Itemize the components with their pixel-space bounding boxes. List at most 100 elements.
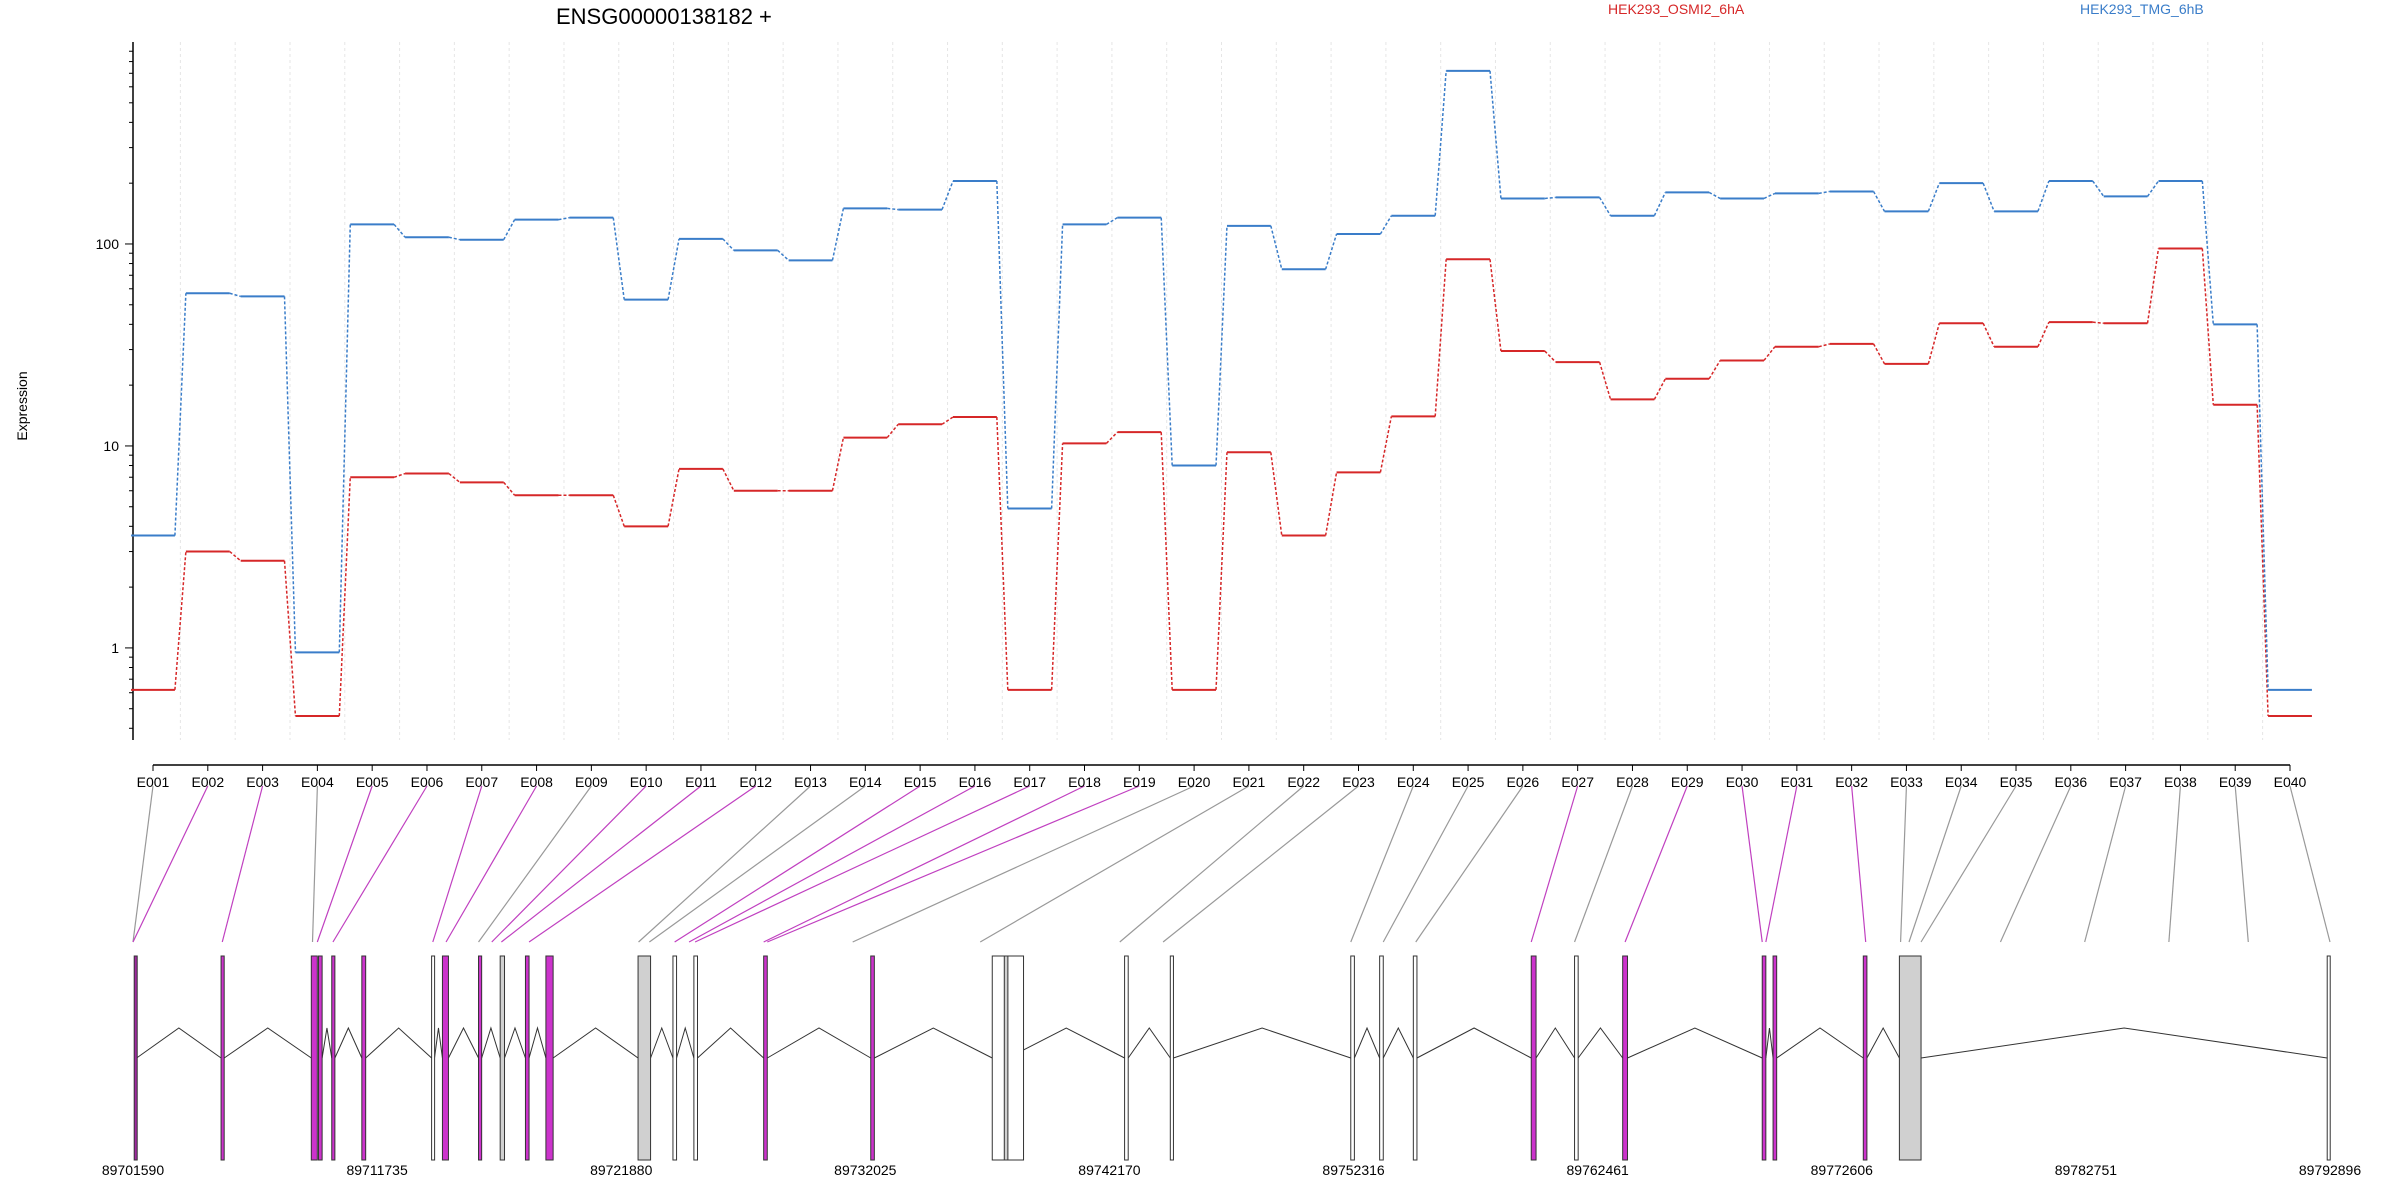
bin-link-line bbox=[316, 785, 373, 943]
bin-link-line bbox=[1119, 785, 1305, 943]
x-tick-label: E023 bbox=[1342, 774, 1375, 790]
exon-box bbox=[310, 955, 318, 1161]
bin-link-line bbox=[1624, 785, 1688, 943]
data-connector bbox=[1927, 323, 1941, 365]
x-tick-label: E025 bbox=[1452, 774, 1485, 790]
exon-box bbox=[361, 955, 367, 1161]
x-tick-label: E010 bbox=[630, 774, 663, 790]
bin-link-line bbox=[311, 785, 318, 943]
data-connector bbox=[996, 417, 1009, 690]
bin-link-line bbox=[445, 785, 538, 943]
intron-line bbox=[528, 1026, 547, 1059]
exon-box bbox=[2326, 955, 2331, 1161]
x-tick-label: E011 bbox=[685, 774, 717, 790]
bin-link-line bbox=[852, 785, 1195, 943]
exon-box bbox=[693, 955, 698, 1161]
x-tick-label: E003 bbox=[246, 774, 279, 790]
data-connector bbox=[448, 472, 461, 483]
x-tick-label: E019 bbox=[1123, 774, 1156, 790]
exon-box bbox=[1124, 955, 1129, 1161]
bin-link-line bbox=[649, 785, 866, 943]
bin-link-line bbox=[767, 785, 1140, 943]
data-connector bbox=[1434, 259, 1447, 417]
data-connector bbox=[1270, 225, 1283, 270]
data-connector bbox=[338, 224, 352, 653]
genomic-tick-label: 89711735 bbox=[346, 1162, 407, 1178]
x-tick-label: E029 bbox=[1671, 774, 1704, 790]
data-connector bbox=[1434, 70, 1447, 216]
bin-link-line bbox=[1162, 785, 1359, 943]
exon-box bbox=[1772, 955, 1778, 1161]
intron-line bbox=[136, 1027, 222, 1059]
data-connector bbox=[1215, 225, 1228, 466]
data-connector bbox=[831, 208, 845, 261]
exon-box bbox=[1574, 955, 1579, 1161]
data-connector bbox=[2092, 321, 2104, 325]
bin-link-line bbox=[674, 785, 921, 943]
exon-box bbox=[1898, 955, 1922, 1161]
data-connector bbox=[1160, 217, 1173, 466]
intron-line bbox=[481, 1026, 501, 1059]
exon-box bbox=[672, 955, 678, 1161]
data-connector bbox=[558, 216, 570, 221]
data-connector bbox=[1105, 431, 1118, 444]
intron-line bbox=[365, 1027, 432, 1059]
bin-link-line bbox=[2234, 785, 2249, 943]
bin-link-line bbox=[1765, 785, 1798, 943]
bin-link-line bbox=[332, 785, 428, 943]
intron-line bbox=[223, 1027, 312, 1059]
genomic-tick-label: 89742170 bbox=[1078, 1162, 1141, 1178]
data-connector bbox=[1927, 182, 1941, 212]
x-tick-label: E007 bbox=[465, 774, 498, 790]
data-connector bbox=[1818, 190, 1830, 195]
x-tick-label: E015 bbox=[904, 774, 937, 790]
data-connector bbox=[2256, 324, 2269, 690]
data-connector bbox=[777, 249, 790, 261]
data-connector bbox=[1324, 233, 1338, 270]
data-connector bbox=[503, 481, 516, 496]
x-tick-label: E013 bbox=[794, 774, 827, 790]
intron-line bbox=[504, 1026, 526, 1059]
x-tick-label: E008 bbox=[520, 774, 553, 790]
exon-box bbox=[1622, 955, 1628, 1161]
exon-box bbox=[318, 955, 323, 1161]
intron-line bbox=[1577, 1027, 1624, 1059]
intron-line bbox=[1535, 1027, 1575, 1059]
data-connector bbox=[229, 550, 242, 562]
intron-line bbox=[697, 1027, 764, 1059]
data-connector bbox=[283, 296, 297, 653]
bin-link-line bbox=[1999, 785, 2072, 943]
intron-line bbox=[552, 1027, 639, 1059]
exon-box bbox=[545, 955, 554, 1161]
exon-box bbox=[1412, 955, 1418, 1161]
bin-link-line bbox=[688, 785, 976, 943]
data-connector bbox=[1872, 191, 1886, 212]
intron-line bbox=[448, 1026, 479, 1059]
data-connector bbox=[1544, 196, 1556, 200]
data-connector bbox=[1050, 224, 1064, 509]
data-connector bbox=[393, 223, 406, 238]
intron-line bbox=[1776, 1027, 1864, 1059]
bin-link-line bbox=[979, 785, 1250, 943]
exon-box bbox=[499, 955, 506, 1161]
intron-line bbox=[321, 1027, 333, 1059]
bin-link-line bbox=[2168, 785, 2182, 943]
data-connector bbox=[2037, 180, 2050, 212]
x-tick-label: E033 bbox=[1890, 774, 1923, 790]
data-connector bbox=[1598, 361, 1612, 400]
data-connector bbox=[1763, 192, 1776, 200]
bin-link-line bbox=[1908, 785, 1962, 943]
intron-line bbox=[1127, 1027, 1171, 1059]
data-connector bbox=[667, 238, 680, 300]
bin-link-line bbox=[1741, 785, 1763, 943]
x-tick-label: E001 bbox=[137, 774, 170, 790]
data-connector bbox=[229, 292, 241, 298]
data-connector bbox=[1982, 322, 1995, 348]
data-connector bbox=[1872, 343, 1886, 365]
y-tick-label: 10 bbox=[103, 438, 119, 454]
genomic-tick-label: 89772606 bbox=[1811, 1162, 1874, 1178]
data-connector bbox=[1489, 259, 1502, 352]
x-tick-label: E012 bbox=[739, 774, 772, 790]
x-tick-label: E031 bbox=[1780, 774, 1813, 790]
